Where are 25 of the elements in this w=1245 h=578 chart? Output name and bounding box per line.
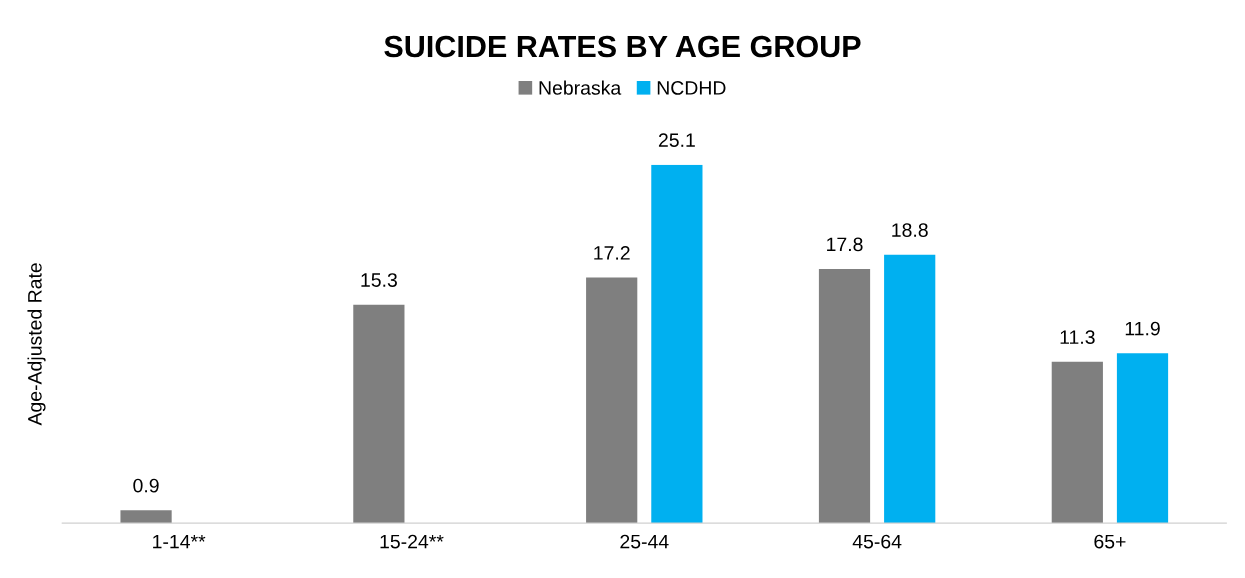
bar	[353, 304, 405, 524]
x-tick-label: 25-44	[620, 534, 669, 549]
data-label: 17.8	[827, 237, 863, 252]
bar	[651, 164, 703, 524]
data-label: 25.1	[658, 133, 695, 147]
x-tick-label: 45-64	[852, 534, 902, 549]
data-label: 18.8	[892, 223, 928, 237]
data-label: 17.2	[594, 246, 630, 260]
legend-label: Nebraska	[539, 80, 622, 95]
x-tick-label: 15-24**	[380, 534, 444, 549]
x-tick-label: 65+	[1094, 534, 1126, 549]
bar	[1051, 361, 1103, 524]
data-label: 15.3	[361, 273, 397, 287]
chart-title: SUICIDE RATES BY AGE GROUP	[384, 35, 861, 58]
bar	[884, 254, 936, 524]
data-label: 11.3	[1060, 330, 1095, 345]
bar	[1116, 353, 1169, 524]
bar	[818, 268, 871, 524]
data-label: 11.9	[1125, 321, 1160, 336]
x-tick-label: 1-14**	[153, 534, 206, 549]
y-axis-title: Age-Adjusted Rate	[27, 263, 46, 426]
bar	[120, 510, 172, 524]
bar	[586, 277, 638, 524]
data-label: 0.9	[133, 478, 159, 493]
legend-label: NCDHD	[657, 81, 726, 95]
